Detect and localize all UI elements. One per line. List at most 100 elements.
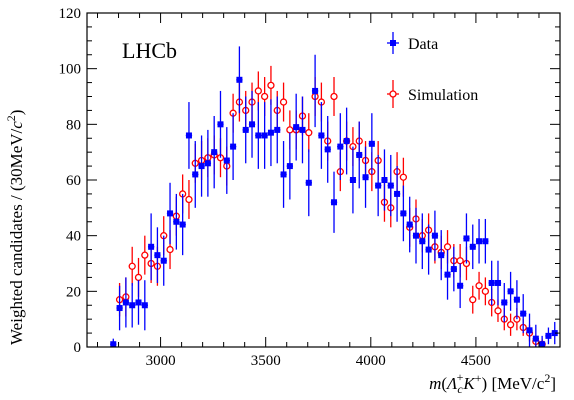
data-point — [324, 146, 331, 153]
simulation-point — [494, 307, 502, 315]
simulation-point — [185, 195, 193, 204]
legend-label-simulation: Simulation — [408, 87, 478, 104]
legend: Data Simulation — [387, 32, 478, 108]
simulation-point — [267, 81, 275, 90]
data-point — [148, 243, 155, 250]
data-point — [217, 121, 224, 128]
data-point — [179, 221, 186, 228]
data-point — [551, 330, 558, 337]
data-point — [469, 243, 476, 250]
data-point — [293, 124, 300, 131]
data-point — [545, 332, 552, 339]
y-tick-label: 100 — [59, 62, 82, 78]
legend-marker-simulation — [387, 80, 399, 108]
y-tick-label: 40 — [66, 229, 81, 245]
data-point — [129, 302, 136, 309]
data-point — [406, 221, 413, 228]
data-point — [507, 288, 514, 295]
data-point — [431, 232, 438, 239]
data-point — [160, 257, 167, 264]
data-point — [185, 132, 192, 139]
data-point — [204, 160, 211, 167]
data-point — [349, 177, 356, 183]
data-point — [261, 132, 268, 139]
x-tick-label: 3500 — [251, 353, 281, 369]
data-point — [267, 129, 274, 136]
data-point — [419, 238, 426, 245]
data-point — [381, 177, 388, 183]
data-point — [394, 190, 401, 197]
data-point — [211, 149, 218, 156]
data-point — [223, 157, 230, 164]
y-tick-label: 20 — [66, 284, 81, 300]
data-point — [532, 335, 539, 342]
simulation-point — [254, 87, 262, 95]
data-point — [305, 179, 312, 186]
data-point — [154, 252, 161, 259]
data-point — [387, 182, 394, 189]
x-axis-label: m(Λc+K+) [MeV/c2] — [429, 370, 556, 396]
data-point — [412, 232, 419, 239]
y-tick-label: 60 — [66, 173, 81, 189]
y-axis-label: Weighted candidates / (30MeV/c2) — [4, 110, 26, 345]
data-point — [286, 163, 293, 170]
series-simulation — [115, 65, 546, 347]
x-tick-label: 3000 — [146, 353, 176, 369]
data-point — [444, 271, 451, 278]
data-point — [368, 140, 375, 147]
simulation-point — [128, 262, 136, 270]
data-layer — [110, 46, 558, 347]
legend-data-symbol — [390, 40, 396, 46]
simulation-point — [469, 296, 477, 304]
data-point — [438, 252, 445, 259]
data-point — [494, 279, 501, 286]
x-tick-label: 4000 — [356, 353, 386, 369]
simulation-point — [141, 251, 149, 259]
data-point — [249, 121, 256, 128]
data-point — [173, 218, 180, 225]
data-point — [539, 341, 546, 347]
data-point — [318, 132, 325, 139]
data-point — [312, 87, 319, 94]
data-point — [450, 266, 457, 273]
simulation-point — [399, 173, 408, 181]
data-point — [526, 327, 533, 334]
experiment-label: LHCb — [122, 38, 177, 63]
simulation-point — [166, 245, 174, 254]
simulation-point — [443, 243, 452, 251]
legend-label-data: Data — [408, 36, 438, 53]
data-point — [501, 299, 508, 306]
legend-marker-data — [387, 32, 399, 54]
data-point — [141, 302, 148, 309]
x-tick-label: 4500 — [461, 353, 491, 369]
data-point — [230, 143, 237, 150]
simulation-point — [134, 273, 143, 282]
data-point — [255, 132, 262, 139]
simulation-point — [481, 287, 490, 295]
y-tick-label: 80 — [66, 117, 81, 133]
axes-layer: 3000 3500 4000 4500 0 20 40 60 80 100 120 — [59, 6, 561, 369]
data-point — [337, 143, 344, 150]
data-point — [110, 341, 117, 347]
data-point — [192, 171, 199, 178]
data-point — [362, 174, 369, 181]
simulation-point — [475, 282, 483, 290]
plot-area — [110, 46, 558, 347]
data-point — [135, 299, 142, 306]
data-point — [274, 126, 281, 133]
data-point — [425, 246, 432, 253]
data-point — [356, 151, 363, 158]
legend-sim-symbol — [389, 90, 397, 98]
data-point — [343, 138, 350, 145]
data-point — [457, 282, 464, 289]
data-point — [116, 305, 123, 312]
data-point — [242, 126, 249, 133]
simulation-point — [260, 92, 269, 101]
data-point — [400, 210, 407, 217]
y-tick-label: 0 — [74, 340, 82, 356]
simulation-point — [305, 129, 313, 137]
plot-frame — [86, 12, 561, 348]
data-point — [488, 279, 495, 286]
simulation-point — [330, 92, 338, 101]
